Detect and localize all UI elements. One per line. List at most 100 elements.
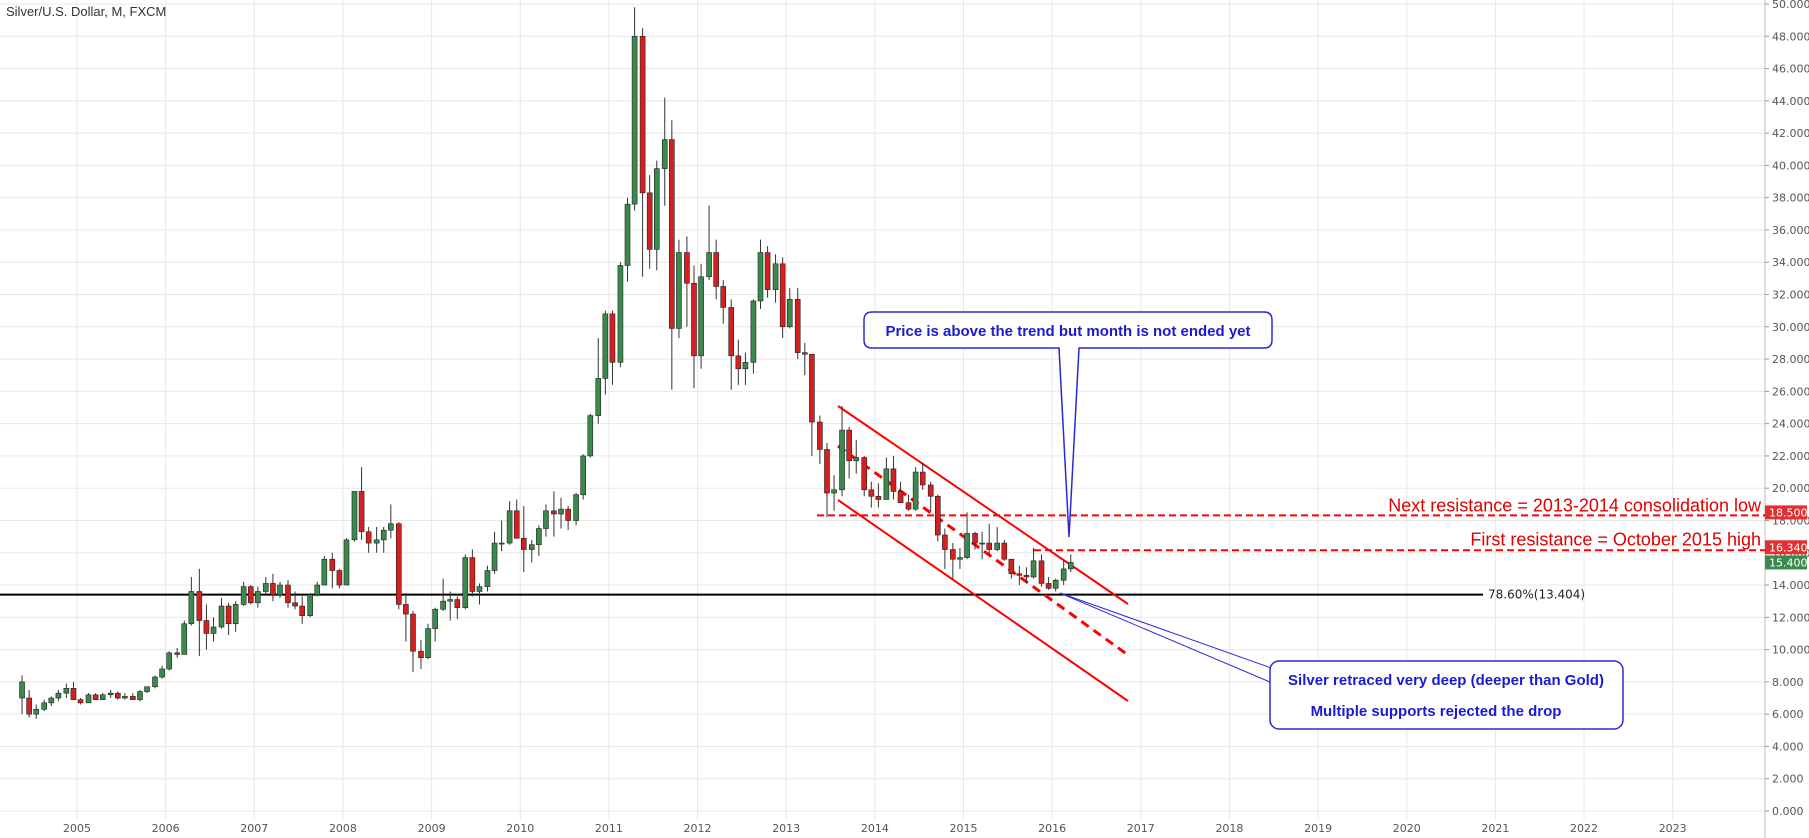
candle (321, 555, 328, 586)
candle (653, 160, 660, 271)
candle-body (70, 688, 77, 700)
candle-body (130, 696, 136, 700)
fib-level[interactable]: 78.60%(13.404) (0, 588, 1585, 602)
candle-body (365, 531, 372, 544)
x-tick-label: 2006 (152, 822, 180, 835)
trend-channel[interactable] (837, 405, 1129, 702)
candle-body (152, 676, 158, 688)
candle (26, 689, 32, 718)
candle (986, 523, 993, 556)
channel-upper-line[interactable] (837, 405, 1129, 605)
x-tick-label: 2010 (506, 822, 534, 835)
first-resistance-label: First resistance = October 2015 high (1470, 529, 1761, 549)
candle-body (861, 457, 868, 491)
candle (85, 693, 92, 704)
candle (469, 549, 476, 597)
candle-body (691, 282, 697, 357)
candle (299, 596, 305, 624)
candle-body (839, 429, 845, 491)
candle-body (498, 542, 505, 545)
candle-body (595, 378, 602, 416)
x-tick-label: 2013 (772, 822, 800, 835)
candle (240, 581, 247, 607)
callout-top[interactable]: Price is above the trend but month is no… (863, 311, 1273, 538)
candle-body (440, 600, 446, 610)
candle-body (292, 602, 298, 607)
callout-top-shape[interactable] (863, 311, 1273, 538)
candle-body (218, 605, 225, 628)
candle-body (587, 415, 594, 457)
x-axis: 2005 2006 2007 2008 2009 2010 2011 2012 2013 2014… (63, 822, 1687, 835)
candle (159, 665, 165, 679)
x-tick-label: 2023 (1659, 822, 1687, 835)
candle-body (897, 491, 904, 504)
callout-top-text: Price is above the trend but month is no… (885, 323, 1250, 340)
candle (462, 554, 469, 610)
candle (1008, 558, 1015, 579)
y-tick-label: 22.000 (1772, 450, 1809, 463)
candle-body (964, 533, 970, 558)
callout-bottom-box[interactable] (1269, 660, 1624, 730)
candle-body (196, 591, 203, 621)
candle-body (395, 523, 402, 605)
price-badge-label: 16.340 (1769, 541, 1808, 554)
candle (809, 353, 815, 456)
candle-body (1001, 542, 1008, 560)
y-tick-label: 38.000 (1772, 192, 1809, 205)
candles (19, 7, 1074, 720)
candle (883, 457, 890, 500)
candle-body (299, 605, 305, 617)
candle-body (506, 510, 513, 544)
y-tick-label: 2.000 (1772, 773, 1804, 786)
candle-body (63, 688, 70, 694)
candle (875, 483, 882, 508)
y-tick-label: 44.000 (1772, 95, 1809, 108)
price-badge-box (1765, 540, 1807, 555)
candle-body (942, 534, 948, 550)
candle (817, 415, 823, 464)
candle (528, 539, 535, 563)
candle (285, 580, 291, 608)
callout-bottom-pointer-2 (1059, 592, 1278, 686)
resistance-lines[interactable]: Next resistance = 2013-2014 consolidatio… (817, 495, 1765, 552)
y-tick-label: 10.000 (1772, 644, 1809, 657)
candle (92, 693, 99, 700)
candle (646, 175, 653, 269)
candle (19, 675, 25, 715)
candle-body (159, 668, 165, 678)
candle (824, 443, 830, 518)
candle-body (661, 139, 668, 169)
candle-body (99, 694, 106, 700)
y-tick-label: 26.000 (1772, 385, 1809, 398)
y-tick-label: 4.000 (1772, 740, 1804, 753)
candle (1045, 576, 1052, 590)
candle (919, 462, 926, 490)
channel-lower-line[interactable] (837, 499, 1129, 702)
candle (247, 585, 254, 605)
candle-body (809, 353, 815, 423)
candle (676, 239, 682, 339)
candle (757, 239, 764, 310)
candle (565, 505, 571, 531)
candle (277, 581, 283, 598)
price-badge-box (1765, 505, 1807, 520)
candle (551, 491, 557, 537)
candle (476, 583, 483, 605)
candle (210, 617, 217, 642)
candle (735, 339, 742, 385)
candle-body (403, 604, 409, 615)
candle (425, 623, 431, 660)
candle-body (728, 307, 735, 357)
x-tick-label: 2022 (1570, 822, 1598, 835)
x-tick-label: 2012 (684, 822, 712, 835)
candle (543, 504, 549, 537)
candle (203, 604, 210, 650)
candle-body (602, 313, 609, 379)
chart-title: Silver/U.S. Dollar, M, FXCM (6, 4, 167, 19)
x-tick-label: 2016 (1038, 822, 1066, 835)
candle (498, 520, 505, 552)
candle-body (720, 286, 727, 308)
callout-bottom[interactable]: Silver retraced very deep (deeper than G… (1059, 592, 1624, 730)
price-badge-label: 18.500 (1769, 506, 1808, 519)
